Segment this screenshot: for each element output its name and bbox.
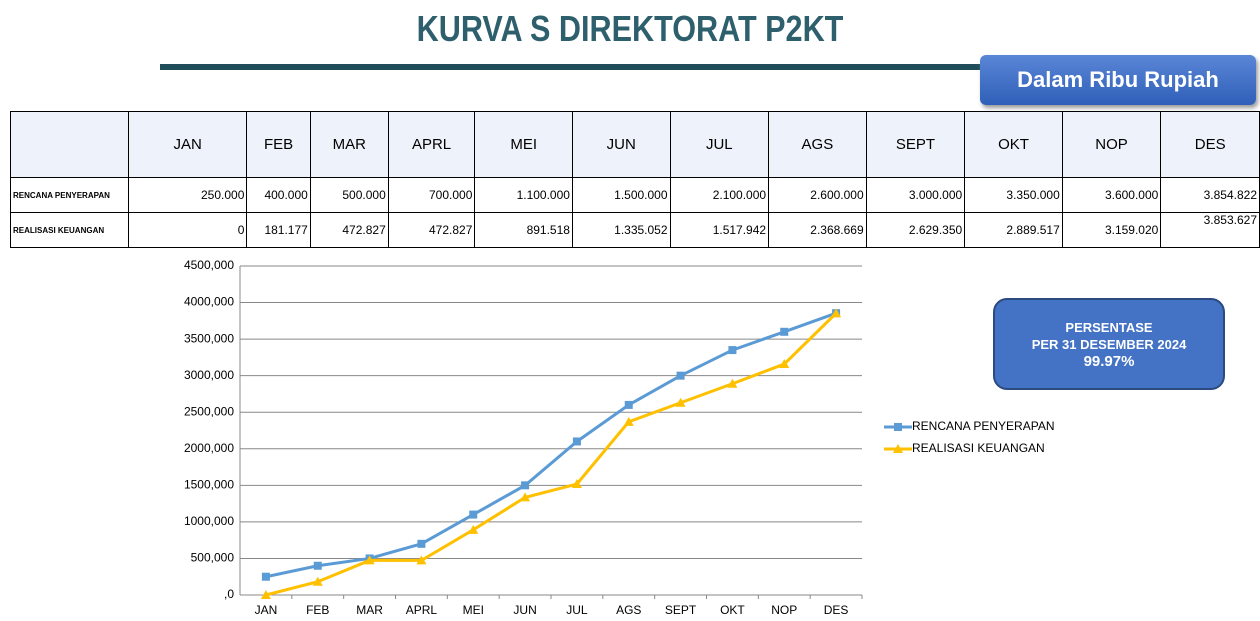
header-cell: FEB — [246, 111, 311, 178]
row-label: Rencana Penyerapan — [10, 177, 129, 213]
data-cell: 1.100.000 — [474, 177, 573, 213]
legend-label: REALISASI KEUANGAN — [912, 441, 1045, 455]
data-point — [468, 524, 479, 534]
data-cell: 3.854.822 — [1160, 177, 1260, 213]
data-point — [675, 397, 686, 407]
data-point — [521, 481, 530, 490]
x-tick-label: SEPT — [665, 603, 697, 617]
x-tick-label: JUN — [513, 603, 536, 617]
row-label: Realisasi Keuangan — [10, 212, 129, 248]
percentage-callout: PERSENTASE PER 31 DESEMBER 2024 99.97% — [993, 298, 1225, 390]
x-tick-label: JUL — [566, 603, 588, 617]
data-cell: 1.500.000 — [571, 177, 671, 213]
x-tick-label: MAR — [356, 603, 383, 617]
y-tick-label: 1000,000 — [184, 514, 234, 528]
header-cell: SEPT — [865, 111, 966, 178]
legend-label: RENCANA PENYERAPAN — [912, 419, 1054, 433]
data-cell: 2.889.517 — [964, 212, 1063, 248]
data-point — [727, 378, 738, 388]
data-cell: 2.600.000 — [768, 177, 867, 213]
data-row: Rencana Penyerapan 250.000 400.000 500.000 7… — [10, 177, 1260, 213]
y-tick-label: ,0 — [224, 587, 234, 601]
data-cell: 250.000 — [127, 177, 248, 213]
data-cell: 891.518 — [474, 212, 573, 248]
data-point — [831, 308, 842, 318]
data-cell: 1.517.942 — [669, 212, 770, 248]
header-cell: OKT — [964, 111, 1063, 178]
header-cell: JUN — [571, 111, 671, 178]
callout-line: PERSENTASE — [1065, 319, 1153, 335]
y-tick-label: 4500,000 — [184, 258, 234, 272]
data-cell: 2.100.000 — [669, 177, 770, 213]
data-point — [364, 555, 375, 565]
header-cell: NOP — [1061, 111, 1162, 178]
y-tick-label: 3000,000 — [184, 368, 234, 382]
data-cell: 2.368.669 — [768, 212, 867, 248]
data-point — [623, 416, 634, 426]
data-cell: 472.827 — [387, 212, 476, 248]
series-line — [265, 311, 837, 579]
header-cell: APRL — [387, 111, 476, 178]
data-cell: 181.177 — [246, 212, 311, 248]
x-tick-label: OKT — [720, 603, 745, 617]
data-point — [676, 371, 685, 380]
legend-marker — [893, 444, 903, 453]
data-point — [313, 561, 322, 570]
header-cell: MAR — [309, 111, 389, 178]
x-tick-label: JAN — [255, 603, 278, 617]
data-point — [260, 590, 271, 599]
data-point — [780, 327, 789, 336]
y-tick-label: 1500,000 — [184, 478, 234, 492]
data-point — [572, 437, 581, 446]
y-tick-label: 500,000 — [191, 551, 235, 565]
title-rule — [160, 64, 990, 70]
x-tick-label: DES — [824, 603, 849, 617]
data-point — [261, 572, 270, 581]
x-tick-label: NOP — [771, 603, 797, 617]
y-tick-label: 3500,000 — [184, 331, 234, 345]
data-point — [416, 555, 427, 565]
data-cell: 1.335.052 — [571, 212, 671, 248]
data-point — [417, 539, 426, 548]
data-table: JAN FEB MAR APRL MEI JUN JUL AGS SEPT OKT NOP DES Re… — [10, 111, 1260, 248]
x-tick-label: AGS — [616, 603, 641, 617]
x-tick-label: FEB — [306, 603, 329, 617]
y-tick-label: 2500,000 — [184, 404, 234, 418]
data-cell: 0 — [127, 212, 248, 248]
data-cell: 3.853.627 — [1160, 212, 1260, 248]
series-line — [265, 312, 838, 597]
header-row: JAN FEB MAR APRL MEI JUN JUL AGS SEPT OKT NOP DES — [10, 111, 1260, 178]
y-tick-label: 4000,000 — [184, 295, 234, 309]
legend-marker — [894, 423, 902, 431]
y-tick-label: 2000,000 — [184, 441, 234, 455]
x-tick-label: MEI — [463, 603, 484, 617]
header-cell: JAN — [127, 111, 248, 178]
unit-badge: Dalam Ribu Rupiah — [980, 55, 1256, 105]
data-point — [728, 346, 737, 355]
data-point — [624, 400, 633, 409]
title: KURVA S DIREKTORAT P2KT — [416, 8, 844, 49]
data-cell: 400.000 — [246, 177, 311, 213]
callout-line: PER 31 DESEMBER 2024 — [1031, 336, 1187, 352]
data-point — [312, 576, 323, 586]
x-tick-label: APRL — [406, 603, 438, 617]
data-point — [779, 359, 790, 369]
header-cell: MEI — [474, 111, 573, 178]
data-point — [469, 510, 478, 519]
data-point — [571, 479, 582, 489]
callout-line: 99.97% — [1083, 352, 1135, 370]
data-cell: 472.827 — [309, 212, 389, 248]
corner-cell — [10, 111, 129, 178]
data-point — [520, 492, 531, 502]
data-cell: 3.159.020 — [1061, 212, 1162, 248]
data-row: Realisasi Keuangan 0 181.177 472.827 472.827… — [10, 212, 1260, 248]
